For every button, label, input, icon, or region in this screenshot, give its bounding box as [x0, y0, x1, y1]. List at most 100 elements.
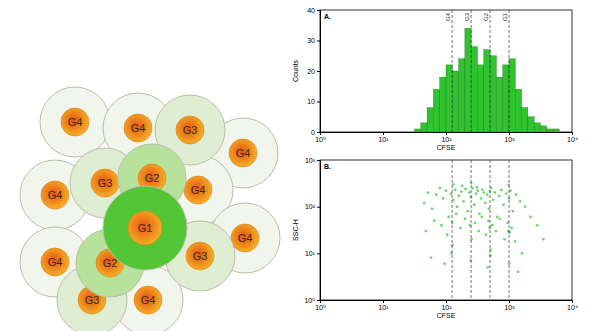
tick-mark [446, 132, 447, 135]
histogram-bar [559, 132, 565, 133]
tick-mark [383, 300, 384, 303]
tick: 0 [311, 129, 320, 136]
tick-mark [383, 132, 384, 135]
histogram-bar [509, 59, 515, 132]
scatter-point [505, 192, 508, 195]
tick-mark [572, 132, 573, 135]
scatter-point [481, 188, 484, 191]
scatter-point [473, 203, 476, 206]
histogram-bar [427, 108, 433, 132]
histogram-bar [440, 77, 446, 132]
scatter-point [480, 197, 483, 200]
histogram-bar [503, 65, 509, 132]
histogram-bar [414, 129, 420, 132]
cell-nucleus [41, 181, 69, 209]
cell-nucleus [128, 211, 162, 245]
tick-mark [317, 132, 320, 133]
scatter-point [462, 200, 465, 203]
scatter-point [499, 217, 502, 220]
gate-label: G1 [502, 12, 508, 21]
scatter-point [469, 259, 472, 262]
tick-label: 10⁴ [567, 136, 578, 143]
scatter-point [457, 195, 460, 198]
cell-label: G4 [131, 122, 146, 134]
scatter-point [506, 221, 509, 224]
tick-label: 10¹ [378, 304, 389, 311]
tick-label: 10² [441, 304, 452, 311]
tick-label: 10² [441, 136, 452, 143]
plot-area [423, 182, 545, 274]
scatter-point [470, 238, 473, 241]
cell-label: G4 [48, 256, 63, 268]
histogram-bar [459, 59, 465, 132]
cell-label: G4 [236, 147, 251, 159]
histogram-bar [484, 50, 490, 132]
tick: 10² [305, 203, 320, 210]
tick-mark [317, 71, 320, 72]
scatter-point [529, 216, 532, 219]
tick: 30 [307, 37, 320, 44]
scatter-point [524, 205, 527, 208]
tick-label: 10¹ [378, 136, 389, 143]
scatter-point [445, 189, 448, 192]
tick: 10³ [504, 300, 515, 311]
tick-mark [317, 207, 320, 208]
cell-nucleus [184, 176, 212, 204]
tick-label: 10⁰ [304, 297, 315, 304]
tick: 10 [307, 98, 320, 105]
scatter-point [459, 227, 462, 230]
tick-mark [317, 41, 320, 42]
axis-line [321, 133, 573, 136]
tick-mark [317, 253, 320, 254]
cell-nucleus [134, 286, 162, 314]
tick-label: 10⁰ [315, 136, 326, 143]
scatter-point [492, 198, 495, 201]
tick-label: 10² [305, 203, 316, 210]
x-axis: 10⁰10¹10²10³10⁴ [315, 132, 578, 143]
scatter-point [483, 191, 486, 194]
gate-line [452, 10, 453, 132]
cell-nucleus [186, 242, 214, 270]
histogram-bar [534, 123, 540, 132]
cell-label: G2 [145, 172, 160, 184]
scatter-point [427, 191, 430, 194]
scatter-point [500, 188, 503, 191]
scatter-point [503, 238, 506, 241]
scatter-point [455, 212, 458, 215]
scatter-point [431, 207, 434, 210]
scatter-point [536, 224, 539, 227]
histogram-bar [452, 71, 458, 132]
scatter-point [461, 184, 464, 187]
scatter-point [447, 216, 450, 219]
cell-label: G3 [85, 294, 100, 306]
tick-mark [317, 300, 320, 301]
scatter-point [423, 202, 426, 205]
cell-label: G3 [193, 250, 208, 262]
axis-line [321, 301, 573, 304]
y-axis: 10⁰10¹10²10³ [304, 157, 320, 304]
cell-nucleus [124, 114, 152, 142]
scatter-point [440, 224, 443, 227]
cell-label: G4 [141, 294, 156, 306]
x-axis-title: CFSE [437, 144, 456, 151]
scatter-point [517, 271, 520, 274]
scatter-point [442, 197, 445, 200]
cell-diagram: G4G4G4G4G4G4G4G4G3G3G3G3G2G2G1 [20, 87, 280, 331]
scatter-point [519, 200, 522, 203]
panel-label: B. [324, 163, 331, 170]
gate-label: G4 [445, 12, 451, 21]
scatter-point [542, 238, 545, 241]
scatter-point [502, 203, 505, 206]
histogram-bar [446, 65, 452, 132]
y-axis: 010203040 [307, 7, 320, 136]
scatter-point [480, 216, 483, 219]
cell: G4 [40, 87, 110, 157]
tick-mark [509, 132, 510, 135]
histogram-bar [528, 117, 534, 132]
frame [320, 10, 572, 132]
scatter-point [456, 205, 459, 208]
scatter-point [471, 187, 474, 190]
cell-label: G4 [68, 116, 83, 128]
frame [320, 160, 572, 300]
tick-label: 40 [307, 7, 315, 14]
